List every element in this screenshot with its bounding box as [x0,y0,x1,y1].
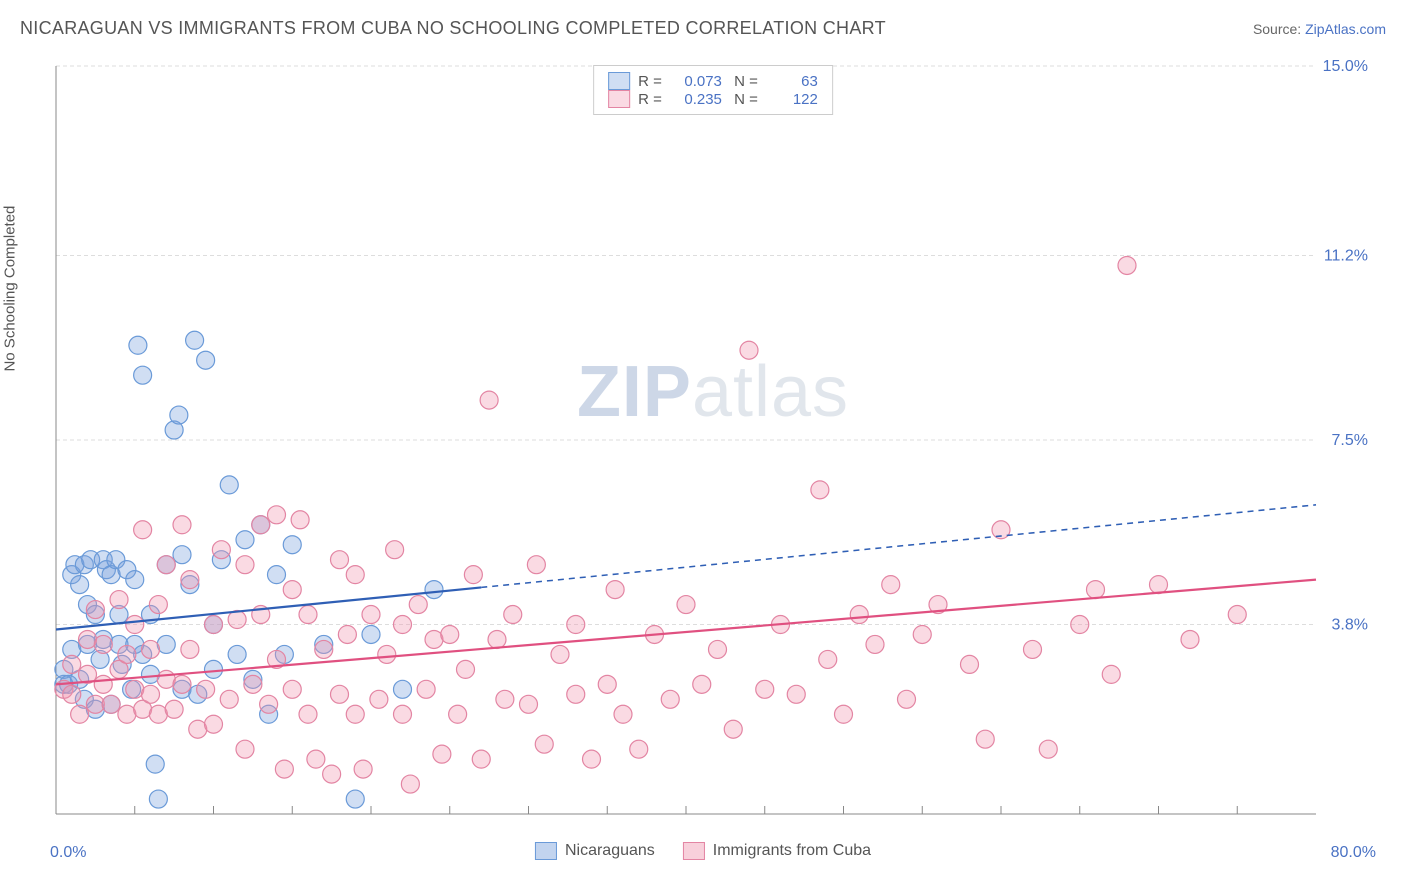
source-attribution: Source: ZipAtlas.com [1253,21,1386,37]
series-legend: Nicaraguans Immigrants from Cuba [535,842,871,860]
legend-row-series-0: R = 0.073 N = 63 [608,72,818,90]
legend-swatch [608,90,630,108]
legend-swatch [608,72,630,90]
source-link[interactable]: ZipAtlas.com [1305,21,1386,37]
svg-text:3.8%: 3.8% [1332,617,1368,634]
legend-n-label-1: N = [730,91,758,108]
legend-n-value-1: 122 [766,91,818,108]
scatter-chart-svg: 3.8% 7.5% 11.2% 15.0% [50,60,1376,832]
legend-item-0: Nicaraguans [535,842,655,860]
svg-text:7.5%: 7.5% [1332,432,1368,449]
plot-area: ZIPatlas 3.8%7.5%11.2%15.0% R = 0.073 N … [50,60,1376,832]
correlation-legend: R = 0.073 N = 63 R = 0.235 N = 122 [593,65,833,115]
legend-n-label-0: N = [730,73,758,90]
legend-label-0: Nicaraguans [565,842,655,860]
legend-r-label-0: R = [638,73,662,90]
svg-text:15.0%: 15.0% [1323,60,1368,75]
y-axis-label: No Schooling Completed [2,206,19,372]
x-axis-origin-label: 0.0% [50,844,86,862]
legend-label-1: Immigrants from Cuba [713,842,871,860]
legend-n-value-0: 63 [766,73,818,90]
svg-text:11.2%: 11.2% [1324,247,1368,264]
title-bar: NICARAGUAN VS IMMIGRANTS FROM CUBA NO SC… [20,18,1386,39]
chart-title: NICARAGUAN VS IMMIGRANTS FROM CUBA NO SC… [20,18,886,39]
legend-swatch [683,842,705,860]
source-label: Source: [1253,21,1301,37]
legend-r-value-0: 0.073 [670,73,722,90]
legend-r-label-1: R = [638,91,662,108]
chart-container: NICARAGUAN VS IMMIGRANTS FROM CUBA NO SC… [0,0,1406,892]
legend-swatch [535,842,557,860]
legend-item-1: Immigrants from Cuba [683,842,871,860]
legend-r-value-1: 0.235 [670,91,722,108]
legend-row-series-1: R = 0.235 N = 122 [608,90,818,108]
x-axis-max-label: 80.0% [1331,844,1376,862]
